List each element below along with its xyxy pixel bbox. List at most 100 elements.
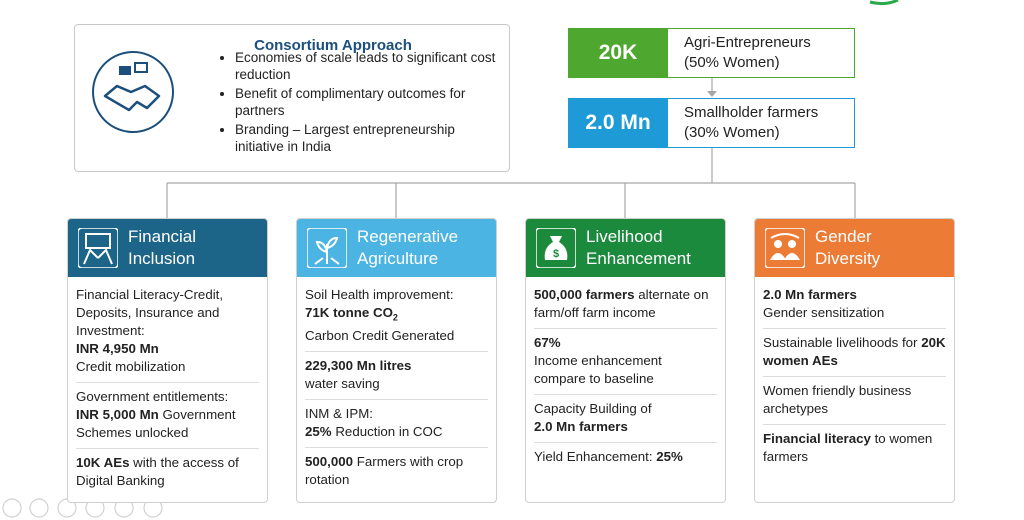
consortium-bullet: Economies of scale leads to significant … xyxy=(235,49,505,83)
pillar-title: Financial Inclusion xyxy=(128,226,196,270)
pillar-item-line: Soil Health improvement: xyxy=(305,286,488,304)
text-run: Women friendly business archetypes xyxy=(763,383,912,416)
stat-label-line: (50% Women) xyxy=(684,54,780,71)
pillar-card: $ Livelihood Enhancement 500,000 farmers al… xyxy=(525,218,726,503)
consortium-bullet: Branding – Largest entrepreneurship init… xyxy=(235,121,505,155)
pillar-item-line: water saving xyxy=(305,375,488,393)
pillar-card: Gender Diversity 2.0 Mn farmers Gender sens… xyxy=(754,218,955,503)
stat-label-line: Smallholder farmers xyxy=(684,104,819,121)
text-run: 229,300 Mn litres xyxy=(305,357,412,373)
stat-label: Smallholder farmers (30% Women) xyxy=(667,98,855,148)
pillar-item-line: 67% xyxy=(534,334,717,352)
svg-text:$: $ xyxy=(553,248,559,260)
text-run: Income enhancement compare to baseline xyxy=(534,353,662,386)
text-run: Yield Enhancement: xyxy=(534,449,657,464)
handshake-icon xyxy=(92,51,174,133)
pillar-title-line: Agriculture xyxy=(357,249,439,268)
text-run: Sustainable livelihoods for xyxy=(763,335,922,350)
pillar-icon xyxy=(765,228,805,268)
pillar-item-line: Income enhancement compare to baseline xyxy=(534,352,717,388)
pillar-item-line: 10K AEs with the access of Digital Banki… xyxy=(76,454,259,490)
consortium-bullets: Economies of scale leads to significant … xyxy=(213,49,505,157)
pillar-body: Soil Health improvement: 71K tonne CO2 Car… xyxy=(297,277,496,495)
stat-label-line: Agri-Entrepreneurs xyxy=(684,34,811,51)
pillar-item-line: 25% Reduction in COC xyxy=(305,423,488,441)
text-run: Government Schemes unlocked xyxy=(76,407,236,440)
pillar-item-line: Financial Literacy-Credit, Deposits, Ins… xyxy=(76,286,259,340)
pillar-item-line: Capacity Building of xyxy=(534,400,717,418)
text-run: 2.0 Mn farmers xyxy=(534,419,628,434)
pillar-item-line: 500,000 farmers alternate on farm/off fa… xyxy=(534,286,717,322)
pillar-title-line: Regenerative xyxy=(357,227,459,246)
pillar-item: Women friendly business archetypes xyxy=(763,377,946,425)
pillar-item-line: Carbon Credit Generated xyxy=(305,327,488,345)
text-run: 2 xyxy=(392,312,398,323)
text-run: Financial Literacy-Credit, Deposits, Ins… xyxy=(76,287,224,338)
consortium-bullet: Benefit of complimentary outcomes for pa… xyxy=(235,85,505,119)
pillar-title: Gender Diversity xyxy=(815,226,880,270)
pillar-item-line: Women friendly business archetypes xyxy=(763,382,946,418)
text-run: alternate on farm/off farm income xyxy=(534,287,709,320)
pillar-body: 2.0 Mn farmers Gender sensitization Sustai… xyxy=(755,277,954,472)
text-run: 20K women AEs xyxy=(763,335,946,368)
text-run: Credit mobilization xyxy=(76,359,186,374)
text-run: Reduction in COC xyxy=(331,423,443,439)
pillar-title-line: Livelihood xyxy=(586,227,663,246)
pillar-item-line: 2.0 Mn farmers xyxy=(534,418,717,436)
text-run: Financial literacy xyxy=(763,431,871,446)
pillar-title-line: Financial xyxy=(128,227,197,246)
pillar-item-line: INR 4,950 Mn xyxy=(76,340,259,358)
pillar-item: Government entitlements: INR 5,000 Mn Gov… xyxy=(76,383,259,449)
pillar-title: Livelihood Enhancement xyxy=(586,226,691,270)
pillar-icon xyxy=(307,228,347,268)
text-run: Government entitlements: xyxy=(76,389,229,404)
text-run: Capacity Building of xyxy=(534,401,652,416)
pillar-item-line: Financial literacy to women farmers xyxy=(763,430,946,466)
pillar-item: 500,000 Farmers with crop rotation xyxy=(305,448,488,495)
pillar-item: 2.0 Mn farmers Gender sensitization xyxy=(763,281,946,329)
text-run: INM & IPM: xyxy=(305,405,373,421)
text-run: 10K AEs xyxy=(76,455,130,470)
text-run: INR 5,000 Mn xyxy=(76,407,159,422)
pillar-title: Regenerative Agriculture xyxy=(357,226,458,270)
pillar-icon: $ xyxy=(536,228,576,268)
pillar-title-line: Inclusion xyxy=(128,249,196,268)
pillar-item: 10K AEs with the access of Digital Banki… xyxy=(76,449,259,496)
pillar-card: Regenerative Agriculture Soil Health impro… xyxy=(296,218,497,503)
pillar-item-line: Sustainable livelihoods for 20K women AE… xyxy=(763,334,946,370)
text-run: 25% xyxy=(305,423,332,439)
text-run: INR 4,950 Mn xyxy=(76,341,159,356)
pillar-item-line: Government entitlements: xyxy=(76,388,259,406)
pillar-item-line: 2.0 Mn farmers xyxy=(763,286,946,304)
consortium-title: Consortium Approach xyxy=(254,37,412,54)
stat-value: 2.0 Mn xyxy=(568,98,668,148)
pillar-title-line: Diversity xyxy=(815,249,881,268)
pillar-header: Gender Diversity xyxy=(755,219,954,277)
pillar-card: Financial Inclusion Financial Literacy-Cre… xyxy=(67,218,268,503)
pillar-item: Sustainable livelihoods for 20K women AE… xyxy=(763,329,946,377)
text-run: 2.0 Mn farmers xyxy=(763,287,857,302)
pillar-item-line: 229,300 Mn litres xyxy=(305,357,488,375)
text-run: with the access of Digital Banking xyxy=(76,455,239,488)
text-run: Gender sensitization xyxy=(763,305,885,320)
text-run: to women farmers xyxy=(763,431,933,464)
pillar-item: Capacity Building of 2.0 Mn farmers xyxy=(534,395,717,443)
pillar-item-line: INR 5,000 Mn Government Schemes unlocked xyxy=(76,406,259,442)
pillar-header: Financial Inclusion xyxy=(68,219,267,277)
pillar-title-line: Gender xyxy=(815,227,872,246)
pillar-item: Financial Literacy-Credit, Deposits, Ins… xyxy=(76,281,259,383)
stat-label-line: (30% Women) xyxy=(684,124,780,141)
text-run: water saving xyxy=(305,375,380,391)
pillar-title-line: Enhancement xyxy=(586,249,691,268)
pillar-item-line: Yield Enhancement: 25% xyxy=(534,448,717,466)
pillar-body: Financial Literacy-Credit, Deposits, Ins… xyxy=(68,277,267,496)
pillar-item-line: Credit mobilization xyxy=(76,358,259,376)
text-run: 500,000 xyxy=(305,453,354,469)
text-run: 500,000 farmers xyxy=(534,287,635,302)
text-run: 71K tonne CO xyxy=(305,305,393,320)
text-run: Farmers with crop rotation xyxy=(305,453,464,487)
pillar-item: Yield Enhancement: 25% xyxy=(534,443,717,472)
pillar-item: INM & IPM: 25% Reduction in COC xyxy=(305,400,488,448)
